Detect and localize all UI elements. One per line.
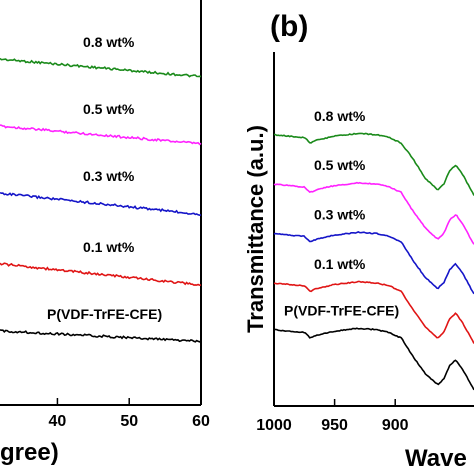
panel-b-x-axis-title: Wave bbox=[405, 445, 467, 472]
panel-b: (b) Transmittance (a.u.) 0.8 wt%0.5 wt%0… bbox=[243, 10, 474, 472]
panel-b-series-label: 0.1 wt% bbox=[314, 256, 366, 272]
panel-b-series-label: P(VDF-TrFE-CFE) bbox=[284, 303, 399, 319]
panel-a-tick-label: 40 bbox=[49, 413, 67, 430]
panel-a-tick-label: 50 bbox=[120, 413, 138, 430]
panel-b-series-label: 0.8 wt% bbox=[314, 108, 366, 124]
panel-b-series-line bbox=[273, 181, 474, 245]
panel-b-label: (b) bbox=[270, 10, 308, 43]
panel-a-series-label: 0.1 wt% bbox=[83, 239, 135, 255]
panel-b-tick-label: 900 bbox=[382, 417, 409, 434]
panel-b-tick-label: 1000 bbox=[256, 417, 292, 434]
panel-a-series-group: 0.8 wt% 0.5 wt% 0.3 wt% 0.1 wt% P(VDF-TrFE-C… bbox=[0, 34, 202, 343]
panel-b-series-line bbox=[273, 231, 474, 295]
panel-b-tick-label: 950 bbox=[321, 417, 348, 434]
panel-b-ticks: 1000 950 900 bbox=[256, 399, 409, 434]
panel-b-series-label: 0.5 wt% bbox=[314, 157, 366, 173]
panel-b-series-label: 0.3 wt% bbox=[314, 207, 366, 223]
panel-b-series-line bbox=[273, 327, 474, 391]
panel-a-series-line bbox=[0, 262, 202, 287]
panel-a-series-line bbox=[0, 329, 202, 343]
panel-a-series-line bbox=[0, 191, 202, 217]
panel-a-x-axis-title: gree) bbox=[0, 439, 59, 466]
panel-a-series-label: 0.3 wt% bbox=[83, 168, 135, 184]
panel-b-series-line bbox=[273, 280, 474, 344]
panel-a-series-line bbox=[0, 124, 202, 146]
panel-a-series-line bbox=[0, 57, 202, 78]
panel-a-series-label: 0.8 wt% bbox=[83, 34, 135, 50]
panel-b-series-group: 0.8 wt% 0.5 wt% 0.3 wt% 0.1 wt% P(VDF-TrFE-C… bbox=[273, 108, 474, 391]
panel-b-series-line bbox=[273, 132, 474, 196]
panel-a-ticks: 40 50 60 bbox=[49, 398, 210, 430]
panel-a-tick-label: 60 bbox=[192, 413, 210, 430]
panel-b-y-axis-title: Transmittance (a.u.) bbox=[243, 125, 268, 333]
panel-a: 0.8 wt% 0.5 wt% 0.3 wt% 0.1 wt% P(VDF-TrFE-C… bbox=[0, 0, 210, 466]
panel-a-series-label: 0.5 wt% bbox=[83, 101, 135, 117]
panel-a-series-label: P(VDF-TrFE-CFE) bbox=[47, 306, 162, 322]
